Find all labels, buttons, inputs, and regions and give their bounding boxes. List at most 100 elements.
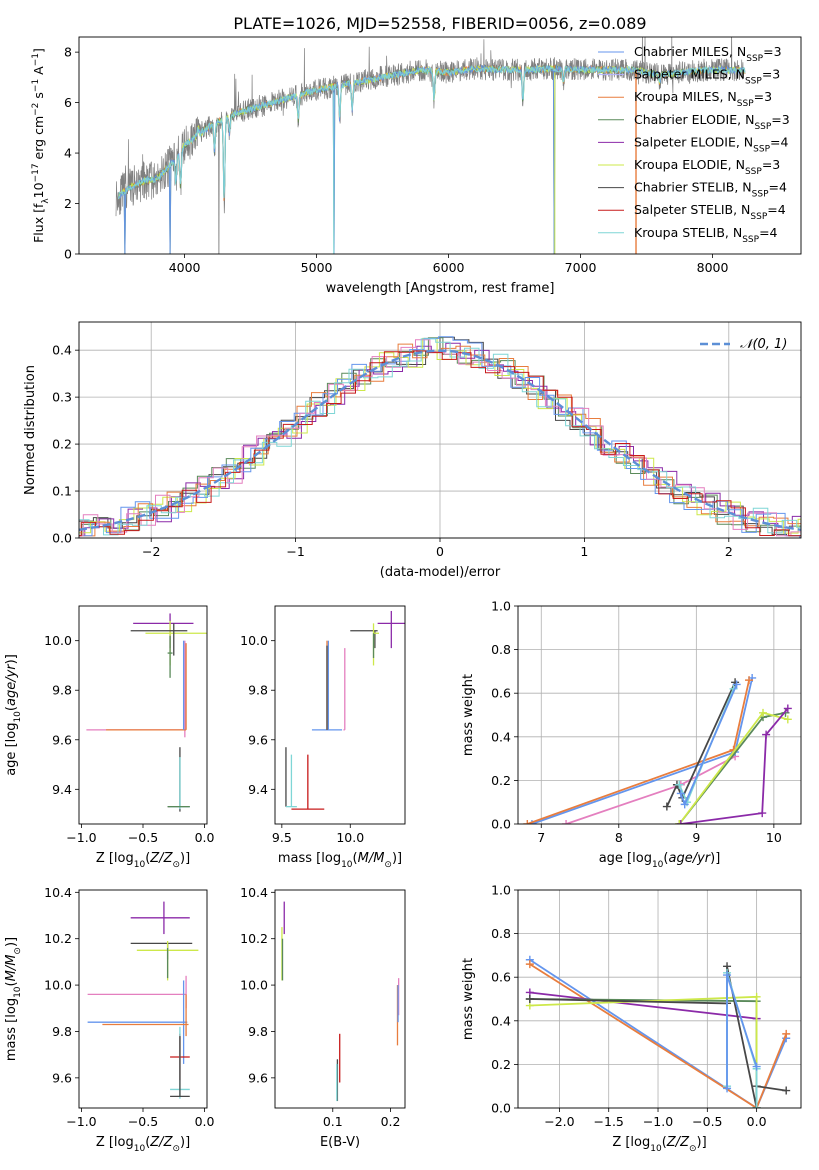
weight-marker xyxy=(759,708,768,717)
label-fragment: ⊙ xyxy=(384,860,392,870)
histogram-step-chabrier_elodie xyxy=(79,337,801,537)
weight-marker xyxy=(758,809,767,818)
weight-line-pink xyxy=(565,755,736,824)
x-axis-label: Z [log10(Z/Z⊙)] xyxy=(96,851,190,870)
legend-label: Chabrier MILES, NSSP=3 xyxy=(634,44,782,64)
label-fragment: ⊙ xyxy=(13,947,23,955)
errorbar-chabrier_elodie xyxy=(167,635,173,678)
histogram-step-kroupa_elodie xyxy=(79,337,801,534)
label-fragment: 10 xyxy=(13,711,23,723)
label-fragment: Flux [f xyxy=(31,203,46,243)
errorbar-pink xyxy=(343,648,346,731)
x-tick-label: 0.0 xyxy=(195,830,215,845)
y-tick-label: 0 xyxy=(64,247,72,262)
y-tick-label: 1.0 xyxy=(491,599,511,614)
x-tick-label: −2 xyxy=(142,544,160,559)
label-fragment: SSP xyxy=(752,190,769,200)
label-fragment: 10 xyxy=(31,182,46,198)
label-fragment: )] xyxy=(4,654,19,664)
legend-label: Salpeter STELIB, NSSP=4 xyxy=(634,202,786,222)
x-tick-label: −0.5 xyxy=(128,830,158,845)
label-fragment: ⊙ xyxy=(172,1144,180,1154)
y-tick-label: 0.6 xyxy=(491,970,511,985)
weight-line-chabrier_stelib xyxy=(529,966,787,1108)
y-tick-label: 0.1 xyxy=(52,484,72,499)
errorbar-chabrier_stelib xyxy=(170,1036,190,1098)
errorbar-salpeter_elodie xyxy=(130,901,190,935)
label-fragment: mass [log xyxy=(278,851,341,866)
weight-line-salpeter_elodie xyxy=(529,991,757,1020)
errorbar-kroupa_stelib xyxy=(170,757,190,810)
label-fragment: −17 xyxy=(31,163,41,182)
label-fragment: SSP xyxy=(746,54,763,64)
x-tick-label: 9.5 xyxy=(272,830,292,845)
legend-label: Chabrier ELODIE, NSSP=3 xyxy=(634,112,790,132)
y-axis-label: mass weight xyxy=(461,674,476,756)
weight-marker xyxy=(675,820,684,824)
label-fragment: Z [log xyxy=(96,1135,134,1150)
x-axis-label: age [log10(age/yr)] xyxy=(599,851,721,870)
axes-mass_vs_ebv: 0.1 0.2 9.6 9.8 10.0 10.2 10.4 E(B-V) xyxy=(240,885,406,1150)
data-spectrum-line xyxy=(115,37,745,254)
legend-label: Salpeter ELODIE, NSSP=4 xyxy=(634,134,789,154)
y-tick-label: 6 xyxy=(64,95,72,110)
x-tick-label: 6000 xyxy=(433,260,465,275)
x-tick-label: −0.5 xyxy=(692,1114,722,1129)
label-fragment: erg cm xyxy=(31,116,46,164)
y-tick-label: 0.0 xyxy=(52,531,72,546)
label-fragment: )] xyxy=(697,1135,707,1150)
label-fragment: age/yr xyxy=(4,663,19,706)
label-fragment: SSP xyxy=(737,99,754,109)
weight-line-kroupa_elodie xyxy=(529,995,758,1108)
label-fragment: =3 xyxy=(762,157,780,172)
errorbar-salpeter_elodie xyxy=(377,610,405,649)
x-axis-label: E(B-V) xyxy=(320,1135,360,1150)
weight-line-chabrier_miles xyxy=(531,677,754,824)
weight-marker xyxy=(723,1084,732,1093)
y-tick-label: 0.4 xyxy=(491,729,511,744)
label-fragment: Salpeter MILES, N xyxy=(634,67,745,82)
label-fragment: M/M xyxy=(4,955,19,982)
y-axis-label: age [log10(age/yr)] xyxy=(4,654,23,776)
legend-label: Kroupa STELIB, NSSP=4 xyxy=(634,225,778,245)
y-tick-label: 9.8 xyxy=(52,1024,72,1039)
label-fragment: Chabrier MILES, N xyxy=(634,44,746,59)
model-spectrum-kroupa_stelib xyxy=(118,64,746,200)
weight-marker xyxy=(527,820,536,824)
weight-line-chabrier_miles xyxy=(529,959,788,1108)
axes-frame xyxy=(78,36,802,255)
histogram-step-kroupa_stelib xyxy=(79,338,801,536)
plot-area xyxy=(281,901,400,1102)
weight-marker xyxy=(752,992,761,1001)
x-tick-label: 8 xyxy=(615,830,623,845)
label-fragment: 10 xyxy=(650,1144,662,1154)
label-fragment: s xyxy=(31,92,46,103)
errorbar-chabrier_stelib xyxy=(130,942,193,960)
label-fragment: age/yr xyxy=(668,851,711,866)
label-fragment: =4 xyxy=(767,202,785,217)
axes-frame xyxy=(78,889,208,1109)
y-tick-label: 9.6 xyxy=(52,732,72,747)
plot-area xyxy=(285,610,405,810)
label-fragment: SSP xyxy=(745,77,762,87)
label-fragment: −2 xyxy=(31,103,41,116)
y-tick-label: 0.3 xyxy=(52,390,72,405)
axes-frame xyxy=(274,889,406,1109)
weight-marker xyxy=(732,680,741,689)
y-tick-label: 9.8 xyxy=(248,683,268,698)
y-tick-label: 10.2 xyxy=(44,931,72,946)
x-tick-label: 2 xyxy=(725,544,733,559)
label-fragment: Kroupa ELODIE, N xyxy=(634,157,745,172)
errorbar-kroupa_miles xyxy=(106,643,187,731)
label-fragment: SSP xyxy=(750,212,767,222)
legend-label: Kroupa MILES, NSSP=3 xyxy=(634,89,772,109)
axes-frame xyxy=(78,605,208,825)
weight-marker xyxy=(783,704,792,713)
y-axis-label: mass [log10(M/M⊙)] xyxy=(4,937,23,1061)
errorbar-pink xyxy=(87,975,187,1009)
x-tick-label: 0 xyxy=(436,544,444,559)
label-fragment: Salpeter ELODIE, N xyxy=(634,134,753,149)
label-fragment: λ xyxy=(41,198,51,204)
label-fragment: Chabrier ELODIE, N xyxy=(634,112,754,127)
